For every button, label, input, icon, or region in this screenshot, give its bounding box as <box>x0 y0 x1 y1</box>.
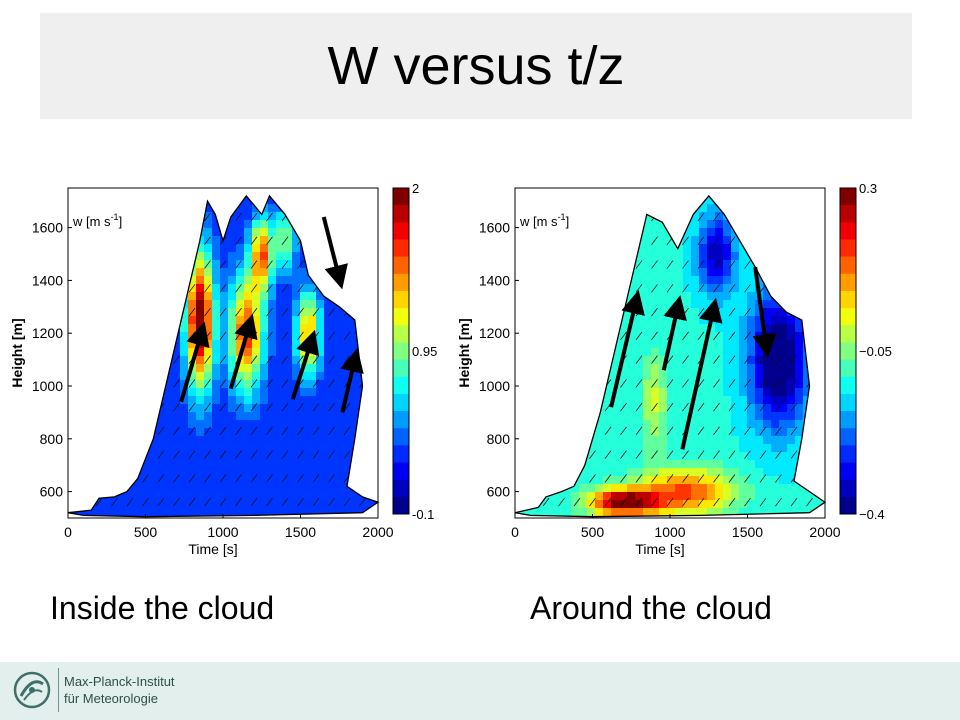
colorbar-frame <box>392 187 410 515</box>
colorbar-step <box>393 308 409 326</box>
colorbar-frame <box>839 187 857 515</box>
chart-inside-cloud: 0 500 1000 1500 2000 600 800 1000 1200 1400 1600 Ti… <box>9 181 437 557</box>
institute-subtitle: für Meteorologie <box>64 691 158 706</box>
colorbar-step <box>840 411 856 429</box>
y-tick-label: 800 <box>487 431 511 447</box>
colorbar-step <box>393 411 409 429</box>
flow-arrow <box>609 289 645 408</box>
colorbar-tick-label: 0.3 <box>859 181 877 196</box>
x-tick-label: 1500 <box>285 524 316 540</box>
x-tick-label: 1000 <box>207 524 238 540</box>
x-tick-label: 0 <box>64 524 72 540</box>
colorbar-step <box>840 376 856 395</box>
institute-logo-icon <box>13 671 51 709</box>
x-tick-label: 2000 <box>809 524 840 540</box>
title-bar: W versus t/z <box>40 13 912 119</box>
x-tick-label: 1000 <box>654 524 685 540</box>
colorbar-tick-label: −0.4 <box>859 507 885 522</box>
colorbar-step <box>840 479 856 498</box>
colorbar-step <box>840 393 856 412</box>
colorbar-tick-label: -0.1 <box>412 507 434 522</box>
panel-label: w [m s-1] <box>519 212 569 229</box>
colorbar-step <box>393 462 409 481</box>
y-tick-label: 1400 <box>479 272 510 288</box>
caption-around-cloud: Around the cloud <box>530 590 772 626</box>
x-tick-label: 2000 <box>362 524 393 540</box>
colorbar-step <box>840 325 856 343</box>
logo-divider <box>58 668 59 712</box>
flow-arrow <box>680 297 723 450</box>
colorbar-step <box>393 325 409 343</box>
colorbar-step <box>840 290 856 309</box>
x-tick-label: 500 <box>581 524 605 540</box>
colorbar-step <box>393 290 409 309</box>
y-tick-label: 1000 <box>479 378 510 394</box>
y-tick-label: 1200 <box>479 325 510 341</box>
colorbar-step <box>393 359 409 378</box>
x-axis-label: Time [s] <box>188 541 237 557</box>
colorbar-step <box>840 462 856 481</box>
footer-bar <box>0 662 960 720</box>
chart-around-cloud: 0 500 1000 1500 2000 600 800 1000 1200 1400 1600 Ti… <box>456 181 892 557</box>
colorbar-step <box>393 256 409 275</box>
colorbar-step <box>393 222 409 240</box>
y-tick-label: 1600 <box>479 220 510 236</box>
caption-inside-cloud: Inside the cloud <box>50 590 275 626</box>
colorbar-step <box>840 342 856 361</box>
y-tick-label: 600 <box>487 484 511 500</box>
flow-arrow <box>752 266 777 359</box>
cloud-outline <box>67 194 380 518</box>
colorbar-step <box>393 342 409 361</box>
flow-arrow <box>321 216 348 290</box>
colorbar-step <box>840 205 856 223</box>
x-tick-label: 1500 <box>732 524 763 540</box>
y-tick-label: 1600 <box>32 220 63 236</box>
flow-arrow <box>290 329 320 400</box>
flow-arrow <box>340 347 364 413</box>
colorbar-step <box>393 273 409 292</box>
colorbar-step <box>393 479 409 498</box>
colorbar-step <box>840 445 856 464</box>
colorbar-step <box>393 428 409 446</box>
y-tick-label: 1400 <box>32 272 63 288</box>
colorbar-step <box>840 239 856 258</box>
colorbar-step <box>393 205 409 223</box>
y-axis-label: Height [m] <box>456 318 472 387</box>
flow-arrow <box>661 295 687 371</box>
colorbar-step <box>840 359 856 378</box>
colorbar-step <box>840 256 856 275</box>
colorbar-tick-label: 0.95 <box>412 344 437 359</box>
colorbar-step <box>840 308 856 326</box>
colorbar-step <box>840 222 856 240</box>
flow-arrow <box>179 321 210 403</box>
panel-label: w [m s-1] <box>72 212 122 229</box>
x-axis-label: Time [s] <box>635 541 684 557</box>
colorbar-step <box>393 376 409 395</box>
colorbar-step <box>840 273 856 292</box>
colorbar-step <box>840 188 856 206</box>
colorbar-tick-label: −0.05 <box>859 344 892 359</box>
colorbar-step <box>840 496 856 515</box>
colorbar-tick-label: 2 <box>412 181 419 196</box>
colorbar-step <box>840 428 856 446</box>
colorbar-step <box>393 393 409 412</box>
y-axis-label: Height [m] <box>9 318 25 387</box>
cloud-outline <box>514 194 827 518</box>
x-tick-label: 0 <box>511 524 519 540</box>
flow-arrow <box>228 313 258 390</box>
slide-title: W versus t/z <box>327 36 625 96</box>
colorbar-step <box>393 239 409 258</box>
y-tick-label: 600 <box>40 484 64 500</box>
y-tick-label: 800 <box>40 431 64 447</box>
institute-name: Max-Planck-Institut <box>64 674 175 689</box>
colorbar-step <box>393 496 409 515</box>
colorbar-step <box>393 445 409 464</box>
colorbar-step <box>393 188 409 206</box>
x-tick-label: 500 <box>134 524 158 540</box>
y-tick-label: 1200 <box>32 325 63 341</box>
y-tick-label: 1000 <box>32 378 63 394</box>
